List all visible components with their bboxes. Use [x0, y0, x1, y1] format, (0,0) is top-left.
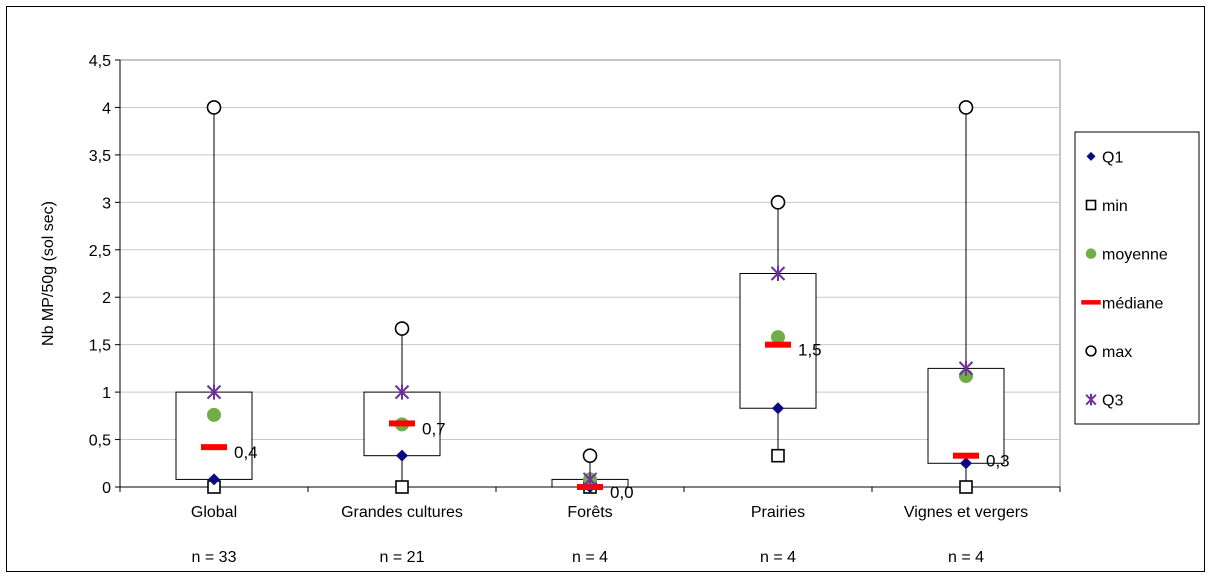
- marker-moyenne-point: [207, 407, 221, 422]
- marker-min-point: [959, 480, 973, 494]
- median-data-label: 0,0: [610, 483, 634, 502]
- series-markers: [201, 100, 979, 494]
- median-data-labels: 0,4 0,7 0,0 1,5 0,3: [234, 341, 1010, 502]
- marker-Q3-point: [394, 384, 410, 400]
- y-tick-label: 4,5: [89, 53, 111, 70]
- marker-max-point: [206, 100, 222, 115]
- box-plot-chart: 0 0,5 1 1,5 2 2,5 3 3,5 4 4,5 Global n = 33 Grandes…: [40, 53, 1200, 566]
- marker-mediane-point: [765, 341, 791, 348]
- legend-marker: [1081, 300, 1101, 305]
- sample-size-label: n = 33: [192, 549, 237, 566]
- category-label: Grandes cultures: [341, 504, 463, 521]
- category-label: Vignes et vergers: [904, 504, 1028, 521]
- marker-max-point: [394, 321, 410, 336]
- marker-moyenne-point: [771, 330, 785, 345]
- marker-Q1-point: [396, 449, 408, 462]
- legend-marker: [1086, 151, 1096, 161]
- category-label: Forêts: [567, 504, 612, 521]
- y-tick-label: 1,5: [89, 338, 111, 355]
- legend-entry-label: min: [1102, 198, 1128, 215]
- legend-entry-label: médiane: [1102, 295, 1163, 312]
- median-data-label: 0,3: [986, 452, 1010, 471]
- legend: Q1 min moyenne médiane max Q3: [1074, 131, 1200, 425]
- legend-marker: [1085, 393, 1097, 406]
- axes: [115, 59, 1061, 492]
- y-tick-label: 0: [102, 480, 111, 497]
- y-tick-label: 0,5: [89, 433, 111, 450]
- sample-size-label: n = 4: [760, 549, 796, 566]
- marker-max-point: [958, 100, 974, 115]
- category-label: Prairies: [751, 504, 805, 521]
- marker-Q3-point: [958, 360, 974, 376]
- marker-Q1-point: [960, 457, 972, 470]
- median-data-label: 0,4: [234, 443, 258, 462]
- median-data-label: 0,7: [422, 419, 446, 438]
- legend-marker: [1085, 345, 1097, 357]
- marker-mediane-point: [201, 444, 227, 451]
- gridlines: [119, 59, 1061, 488]
- y-tick-labels: 0 0,5 1 1,5 2 2,5 3 3,5 4 4,5: [89, 53, 111, 497]
- marker-Q1-point: [772, 402, 784, 415]
- median-data-label: 1,5: [798, 341, 822, 360]
- legend-marker: [1085, 199, 1097, 211]
- marker-min-point: [771, 448, 785, 463]
- sample-size-label: n = 4: [572, 549, 608, 566]
- marker-Q3-point: [206, 384, 222, 400]
- y-tick-label: 4: [102, 100, 111, 117]
- y-axis-label: Nb MP/50g (sol sec): [40, 201, 57, 346]
- legend-entry-label: Q3: [1102, 393, 1123, 410]
- marker-Q1-point: [208, 473, 220, 486]
- marker-max-point: [770, 195, 786, 210]
- y-tick-label: 2,5: [89, 243, 111, 260]
- legend-entry-label: Q1: [1102, 149, 1123, 166]
- legend-entry-label: moyenne: [1102, 247, 1168, 264]
- chart-frame: 0 0,5 1 1,5 2 2,5 3 3,5 4 4,5 Global n = 33 Grandes…: [6, 6, 1205, 572]
- box: [927, 367, 1005, 464]
- legend-entry-label: max: [1102, 344, 1132, 361]
- marker-mediane-point: [389, 420, 415, 427]
- sample-size-label: n = 21: [380, 549, 425, 566]
- boxes: [175, 107, 1005, 488]
- box: [175, 391, 253, 480]
- marker-mediane-point: [953, 452, 979, 459]
- marker-mediane-point: [577, 484, 603, 490]
- sample-size-label: n = 4: [948, 549, 984, 566]
- y-tick-label: 3: [102, 195, 111, 212]
- marker-Q3-point: [582, 471, 598, 487]
- marker-min-point: [395, 480, 409, 494]
- plot-area-border: [119, 59, 1061, 488]
- y-tick-label: 1: [102, 385, 111, 402]
- legend-box: [1074, 131, 1200, 425]
- category-labels: Global n = 33 Grandes cultures n = 21 Forêts…: [191, 504, 1028, 566]
- legend-marker: [1085, 248, 1097, 259]
- category-label: Global: [191, 504, 237, 521]
- marker-Q3-point: [770, 266, 786, 281]
- y-tick-label: 3,5: [89, 148, 111, 165]
- y-tick-label: 2: [102, 290, 111, 307]
- marker-max-point: [582, 448, 598, 463]
